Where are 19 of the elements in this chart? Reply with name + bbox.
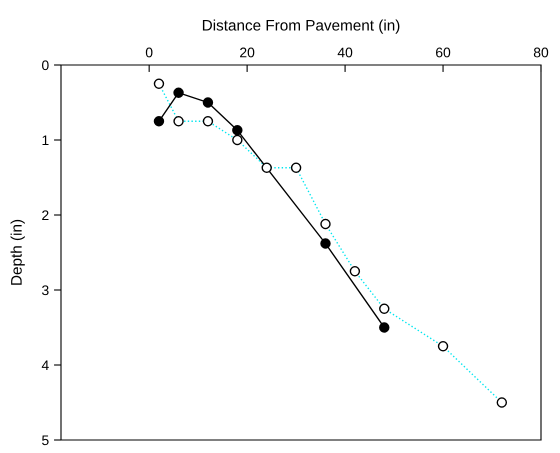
x-tick-label: 80	[534, 48, 548, 58]
y-tick-label: 1	[42, 135, 49, 146]
point	[379, 322, 390, 333]
x-tick-label: 0	[146, 48, 152, 58]
point	[154, 116, 164, 126]
y-tick-label: 2	[42, 210, 48, 220]
point	[232, 125, 243, 136]
x-tick-label: 20	[240, 48, 254, 58]
point	[202, 97, 214, 108]
y-tick-label: 3	[42, 285, 49, 296]
x-tick-label: 40	[338, 48, 352, 58]
x-axis-title: Distance From Pavement (in)	[202, 19, 400, 34]
y-tick-label: 0	[42, 60, 49, 70]
y-tick-label: 4	[42, 360, 49, 370]
x-tick-label: 60	[436, 48, 450, 58]
y-axis-title: Depth (in)	[10, 220, 25, 285]
point	[173, 88, 184, 98]
y-tick-label: 5	[42, 435, 49, 446]
point	[320, 238, 331, 249]
